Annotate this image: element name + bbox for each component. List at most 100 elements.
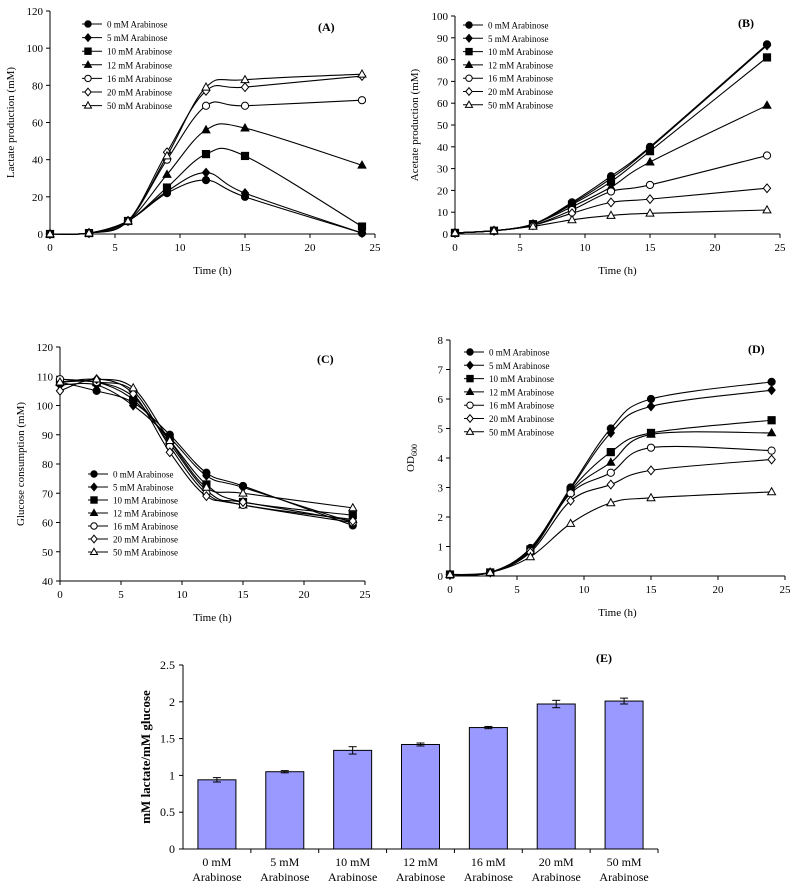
y-tick-label: 0 [443, 229, 449, 241]
legend-item: 0 mM Arabinose [82, 20, 168, 30]
x-tick-label: Arabinose [464, 870, 513, 884]
y-tick-label: 2 [438, 512, 444, 524]
legend: 0 mM Arabinose 5 mM Arabinose 10 mM Arabin… [463, 21, 553, 110]
data-point [128, 382, 139, 392]
data-point [348, 515, 358, 527]
data-point [240, 122, 250, 132]
legend-item: 12 mM Arabinose [82, 60, 172, 70]
data-point [201, 167, 211, 178]
x-tick-label: 25 [780, 584, 792, 596]
legend-item: 16 mM Arabinose [464, 401, 554, 411]
legend-label: 20 mM Arabinose [107, 88, 172, 98]
data-point [357, 160, 367, 169]
series-2 [445, 416, 776, 579]
series-0 [55, 378, 357, 530]
y-tick-label: 40 [32, 155, 44, 167]
y-tick-label: 1 [169, 768, 175, 782]
x-tick-label: 10 [580, 242, 592, 254]
legend-label: 5 mM Arabinose [113, 483, 174, 493]
panel-label: (D) [748, 342, 765, 356]
y-tick-label: 50 [437, 120, 449, 132]
data-point [762, 100, 772, 109]
data-point [606, 427, 616, 439]
x-tick-label: 5 [514, 584, 520, 596]
legend-label: 12 mM Arabinose [107, 60, 172, 70]
legend-label: 0 mM Arabinose [107, 20, 168, 30]
series-6 [450, 204, 772, 237]
data-point [606, 197, 616, 208]
data-point [202, 470, 211, 481]
data-point [762, 151, 772, 160]
data-point [767, 377, 776, 386]
y-axis-title: Lactate production (mM) [5, 67, 17, 179]
data-point [762, 40, 772, 51]
legend-label: 5 mM Arabinose [107, 33, 168, 43]
legend-marker [90, 470, 98, 478]
legend-item: 12 mM Arabinose [464, 387, 554, 397]
data-point [606, 468, 615, 477]
y-tick-label: 120 [37, 342, 54, 354]
legend-marker [84, 74, 92, 83]
data-point [646, 465, 656, 476]
x-tick-label: 5 mM [270, 855, 299, 869]
legend-label: 10 mM Arabinose [488, 47, 553, 57]
legend-item: 5 mM Arabinose [88, 482, 174, 493]
data-point [55, 385, 65, 396]
data-point [762, 183, 772, 194]
y-tick-label: 80 [32, 80, 44, 92]
data-point [91, 374, 102, 383]
y-tick-label: 60 [32, 118, 44, 130]
series-2 [45, 147, 367, 239]
legend-label: 50 mM Arabinose [107, 101, 172, 111]
x-tick-label: 16 mM [471, 855, 506, 869]
data-point [767, 446, 776, 455]
series-1 [450, 40, 772, 239]
legend-label: 50 mM Arabinose [488, 100, 553, 110]
x-tick-label: 20 mM [539, 855, 574, 869]
data-point [202, 491, 211, 502]
x-tick-label: 0 [57, 589, 63, 601]
legend-marker [89, 547, 99, 556]
y-tick-label: 100 [432, 11, 449, 23]
x-tick-label: Arabinose [396, 870, 445, 884]
data-point [646, 492, 656, 502]
y-tick-label: 80 [437, 55, 449, 67]
bar [401, 743, 440, 850]
x-tick-label: 20 [305, 242, 317, 254]
x-tick-label: 25 [370, 242, 382, 254]
data-point [606, 479, 616, 490]
y-tick-label: 60 [42, 518, 54, 530]
data-point [528, 221, 538, 230]
legend-item: 20 mM Arabinose [463, 86, 553, 97]
data-point [605, 457, 616, 466]
legend-item: 50 mM Arabinose [82, 100, 172, 111]
y-tick-label: 1.5 [160, 732, 175, 746]
legend-marker [465, 86, 473, 97]
y-tick-label: 20 [437, 185, 449, 197]
data-point [762, 204, 772, 214]
legend-label: 12 mM Arabinose [113, 509, 178, 519]
legend-item: 5 mM Arabinose [464, 360, 550, 371]
legend-marker [465, 74, 473, 82]
y-axis-title: Glucose consumption (mM) [15, 402, 27, 526]
data-point [240, 74, 250, 84]
legend: 0 mM Arabinose 5 mM Arabinose 10 mM Arabin… [88, 470, 178, 558]
x-tick-label: 20 [710, 242, 722, 254]
x-tick-label: 15 [645, 242, 657, 254]
data-point [357, 96, 367, 105]
legend-marker [90, 534, 98, 544]
data-point [645, 194, 655, 205]
y-tick-label: 3 [438, 483, 444, 495]
series-4 [55, 375, 357, 527]
legend-label: 10 mM Arabinose [489, 374, 554, 384]
x-tick-label: 0 [47, 242, 53, 254]
y-axis-title: mM lactate/mM glucose [138, 690, 153, 824]
bar [333, 749, 373, 850]
data-point [450, 227, 460, 237]
data-point [238, 488, 248, 497]
